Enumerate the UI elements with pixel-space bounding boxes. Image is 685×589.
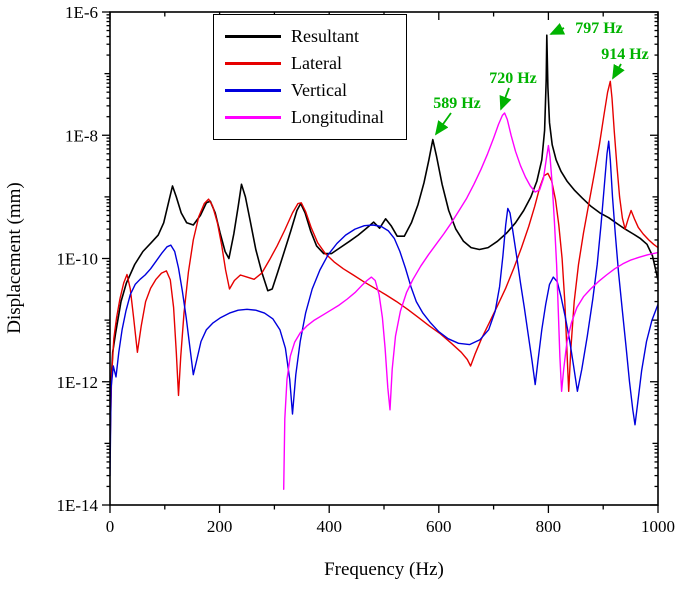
- y-tick-label: 1E-14: [56, 496, 98, 515]
- x-tick-label: 800: [536, 517, 562, 536]
- y-tick-label: 1E-12: [56, 373, 98, 392]
- legend-label: Vertical: [291, 80, 347, 100]
- series-vertical: [110, 140, 658, 477]
- legend-line-sample: [225, 62, 281, 65]
- legend-label: Longitudinal: [291, 107, 384, 127]
- annotation-label: 589 Hz: [433, 95, 481, 112]
- legend-item-vertical: Vertical: [225, 78, 395, 103]
- x-axis-title: Frequency (Hz): [324, 559, 444, 580]
- x-tick-label: 600: [426, 517, 452, 536]
- x-tick-label: 400: [316, 517, 342, 536]
- legend-item-resultant: Resultant: [225, 24, 395, 49]
- legend-label: Lateral: [291, 53, 342, 73]
- legend-label: Resultant: [291, 26, 359, 46]
- annotation-arrow: [434, 112, 452, 136]
- annotation-arrow: [549, 22, 566, 35]
- annotation-label: 797 Hz: [575, 20, 623, 37]
- annotation-label: 914 Hz: [601, 46, 649, 63]
- y-tick-label: 1E-8: [65, 126, 98, 145]
- legend-line-sample: [225, 89, 281, 92]
- y-tick-label: 1E-10: [56, 250, 98, 269]
- curves: [110, 34, 658, 490]
- annotation-arrow: [612, 63, 625, 80]
- x-tick-label: 200: [207, 517, 233, 536]
- series-longitudinal: [283, 112, 658, 490]
- annotation-label: 720 Hz: [489, 70, 537, 87]
- legend-item-longitudinal: Longitudinal: [225, 105, 395, 130]
- x-tick-label: 1000: [641, 517, 675, 536]
- series-lateral: [110, 80, 658, 450]
- legend: Resultant Lateral Vertical Longitudinal: [213, 14, 407, 140]
- legend-line-sample: [225, 116, 281, 119]
- x-tick-label: 0: [106, 517, 115, 536]
- y-axis-title: Displacement (mm): [4, 182, 25, 333]
- legend-line-sample: [225, 35, 281, 38]
- legend-item-lateral: Lateral: [225, 51, 395, 76]
- annotation-arrow: [499, 87, 512, 111]
- y-tick-label: 1E-6: [65, 3, 98, 22]
